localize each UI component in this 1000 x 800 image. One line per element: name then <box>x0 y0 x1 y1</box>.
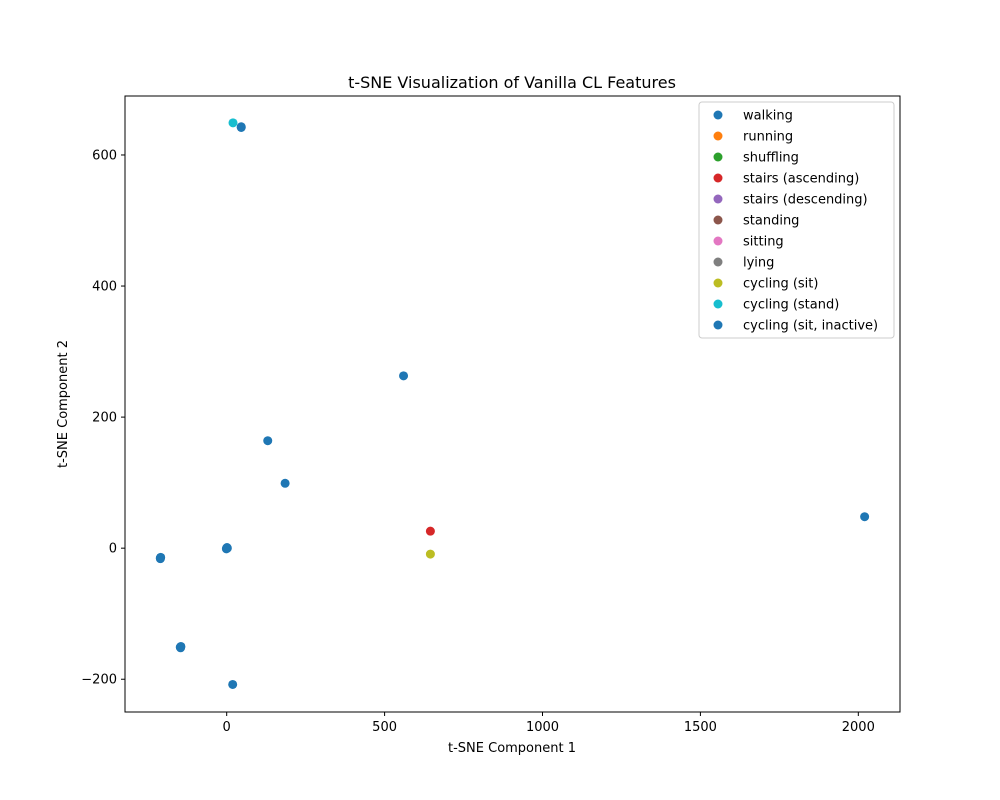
legend-label: stairs (descending) <box>743 193 868 208</box>
legend-marker <box>713 236 723 246</box>
y-tick-label: 0 <box>109 542 117 557</box>
data-point-0 <box>228 679 238 689</box>
data-point-10 <box>236 122 246 132</box>
data-point-3 <box>425 526 435 536</box>
legend-label: running <box>743 130 793 145</box>
x-axis-label: t-SNE Component 1 <box>448 741 576 756</box>
legend-label: shuffling <box>743 151 799 166</box>
legend-box <box>698 101 895 339</box>
legend-marker <box>713 299 723 309</box>
plot-area <box>124 95 901 713</box>
legend-label: cycling (stand) <box>743 298 839 313</box>
scatter-points <box>155 118 870 689</box>
legend-marker <box>713 131 723 141</box>
y-axis-label: t-SNE Component 2 <box>56 340 71 468</box>
data-point-0 <box>399 371 409 381</box>
legend-label: cycling (sit, inactive) <box>743 319 878 334</box>
legend-label: lying <box>743 256 774 271</box>
x-axis: 0 500 1000 1500 2000 <box>223 712 875 735</box>
data-point-0 <box>860 512 870 522</box>
legend-marker <box>713 320 723 330</box>
legend-marker <box>713 215 723 225</box>
y-tick-label: 600 <box>92 148 117 163</box>
legend-marker <box>713 152 723 162</box>
legend-marker <box>713 257 723 267</box>
legend-label: walking <box>743 109 793 124</box>
legend-marker <box>713 173 723 183</box>
y-tick-label: −200 <box>81 673 117 688</box>
y-tick-label: 200 <box>92 411 117 426</box>
data-point-9 <box>228 118 238 128</box>
x-tick-label: 2000 <box>842 720 875 735</box>
data-point-8 <box>425 549 435 559</box>
legend-label: stairs (ascending) <box>743 172 859 187</box>
legend-marker <box>713 278 723 288</box>
chart-title: t-SNE Visualization of Vanilla CL Featur… <box>348 73 676 92</box>
legend-label: cycling (sit) <box>743 277 818 292</box>
data-point-0 <box>263 436 273 446</box>
legend-marker <box>713 194 723 204</box>
x-tick-label: 1500 <box>684 720 717 735</box>
x-tick-label: 1000 <box>526 720 559 735</box>
legend-marker <box>713 110 723 120</box>
data-point-10 <box>155 553 165 563</box>
y-axis: −200 0 200 400 600 <box>81 148 125 688</box>
x-tick-label: 0 <box>223 720 231 735</box>
legend-label: standing <box>743 214 799 229</box>
data-point-10 <box>176 642 186 652</box>
x-tick-label: 500 <box>372 720 397 735</box>
y-tick-label: 400 <box>92 280 117 295</box>
data-point-10 <box>222 543 232 553</box>
legend: walking running shuffling stairs (ascending… <box>698 101 895 339</box>
data-point-0 <box>280 478 290 488</box>
legend-label: sitting <box>743 235 784 250</box>
